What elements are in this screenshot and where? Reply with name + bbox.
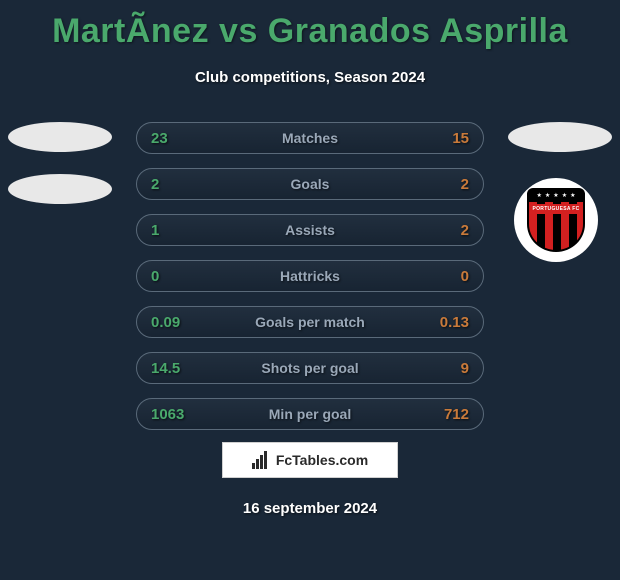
stat-row-shots-per-goal: 14.5 Shots per goal 9 [136,352,484,384]
subtitle: Club competitions, Season 2024 [0,69,620,86]
stat-left-value: 1063 [151,406,191,423]
stat-right-value: 712 [429,406,469,423]
placeholder-ellipse [8,122,112,152]
stat-left-value: 14.5 [151,360,191,377]
right-player-placeholder [508,122,612,152]
stat-row-goals: 2 Goals 2 [136,168,484,200]
date-text: 16 september 2024 [243,500,377,517]
shield-banner: PORTUGUESA FC [529,204,583,214]
stat-label: Goals [291,176,330,192]
stat-left-value: 0.09 [151,314,191,331]
placeholder-ellipse [508,122,612,152]
stat-row-min-per-goal: 1063 Min per goal 712 [136,398,484,430]
branding-box[interactable]: FcTables.com [222,442,398,478]
placeholder-ellipse [8,174,112,204]
shield-stars: ★★★★★ [527,188,585,202]
stat-row-matches: 23 Matches 15 [136,122,484,154]
shield-icon: ★★★★★ PORTUGUESA FC [527,188,585,252]
stat-right-value: 15 [429,130,469,147]
stat-label: Matches [282,130,338,146]
stat-right-value: 2 [429,176,469,193]
stat-right-value: 0.13 [429,314,469,331]
stat-left-value: 23 [151,130,191,147]
stat-left-value: 1 [151,222,191,239]
stat-right-value: 0 [429,268,469,285]
page-title: MartÃ­nez vs Granados Asprilla [0,0,620,51]
stat-row-goals-per-match: 0.09 Goals per match 0.13 [136,306,484,338]
bar-chart-icon [252,451,270,469]
stat-row-assists: 1 Assists 2 [136,214,484,246]
stat-left-value: 2 [151,176,191,193]
stat-right-value: 2 [429,222,469,239]
stat-right-value: 9 [429,360,469,377]
stat-row-hattricks: 0 Hattricks 0 [136,260,484,292]
left-player-placeholder [8,122,112,226]
stat-label: Hattricks [280,268,340,284]
stat-label: Min per goal [269,406,351,422]
stat-label: Shots per goal [261,360,358,376]
branding-text: FcTables.com [276,452,368,468]
club-badge: ★★★★★ PORTUGUESA FC [514,178,598,262]
stat-left-value: 0 [151,268,191,285]
stats-table: 23 Matches 15 2 Goals 2 1 Assists 2 0 Ha… [136,122,484,444]
stat-label: Goals per match [255,314,365,330]
stat-label: Assists [285,222,335,238]
